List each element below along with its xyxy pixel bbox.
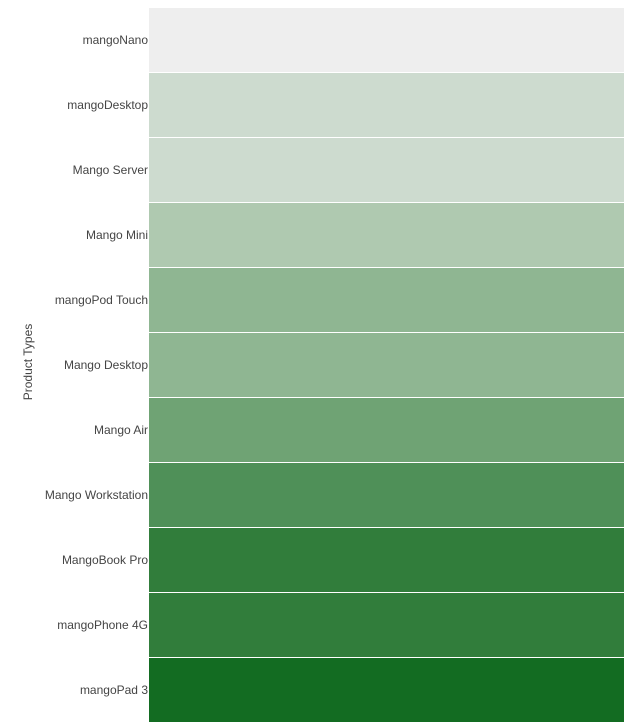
y-tick-label: mangoPhone 4G (57, 618, 148, 632)
y-tick-label: mangoNano (82, 33, 148, 47)
heatmap-cell[interactable] (149, 528, 624, 592)
heatmap-cell[interactable] (149, 333, 624, 397)
y-tick-label: mangoDesktop (67, 98, 148, 112)
heatmap-row: Mango Workstation (0, 463, 626, 528)
heatmap-row: Mango Air (0, 398, 626, 463)
heatmap-cell[interactable] (149, 658, 624, 722)
y-tick-label: Mango Server (72, 163, 148, 177)
y-tick-label: MangoBook Pro (61, 553, 148, 567)
heatmap-row: mangoPod Touch (0, 268, 626, 333)
heatmap-row: Mango Mini (0, 203, 626, 268)
heatmap-row: mangoPhone 4G (0, 593, 626, 658)
heatmap-cell[interactable] (149, 593, 624, 657)
y-tick-label: mangoPad 3 (79, 683, 148, 697)
heatmap-row: mangoDesktop (0, 73, 626, 138)
heatmap-cell[interactable] (149, 398, 624, 462)
y-tick-label: Mango Air (93, 423, 148, 437)
heatmap-row: Mango Server (0, 138, 626, 203)
y-tick-label: Mango Workstation (44, 488, 148, 502)
heatmap-cell[interactable] (149, 138, 624, 202)
heatmap-row: MangoBook Pro (0, 528, 626, 593)
heatmap-cell[interactable] (149, 463, 624, 527)
y-tick-label: Mango Desktop (63, 358, 148, 372)
heatmap-row: mangoNano (0, 8, 626, 73)
heatmap-row: Mango Desktop (0, 333, 626, 398)
y-tick-label: mangoPod Touch (54, 293, 148, 307)
y-tick-label: Mango Mini (85, 228, 148, 242)
heatmap-cell[interactable] (149, 8, 624, 72)
heatmap-row: mangoPad 3 (0, 658, 626, 723)
heatmap-rows: mangoNano mangoDesktop Mango Server Mango M… (0, 8, 626, 723)
heatmap-cell[interactable] (149, 268, 624, 332)
heatmap-cell[interactable] (149, 203, 624, 267)
heatmap-cell[interactable] (149, 73, 624, 137)
